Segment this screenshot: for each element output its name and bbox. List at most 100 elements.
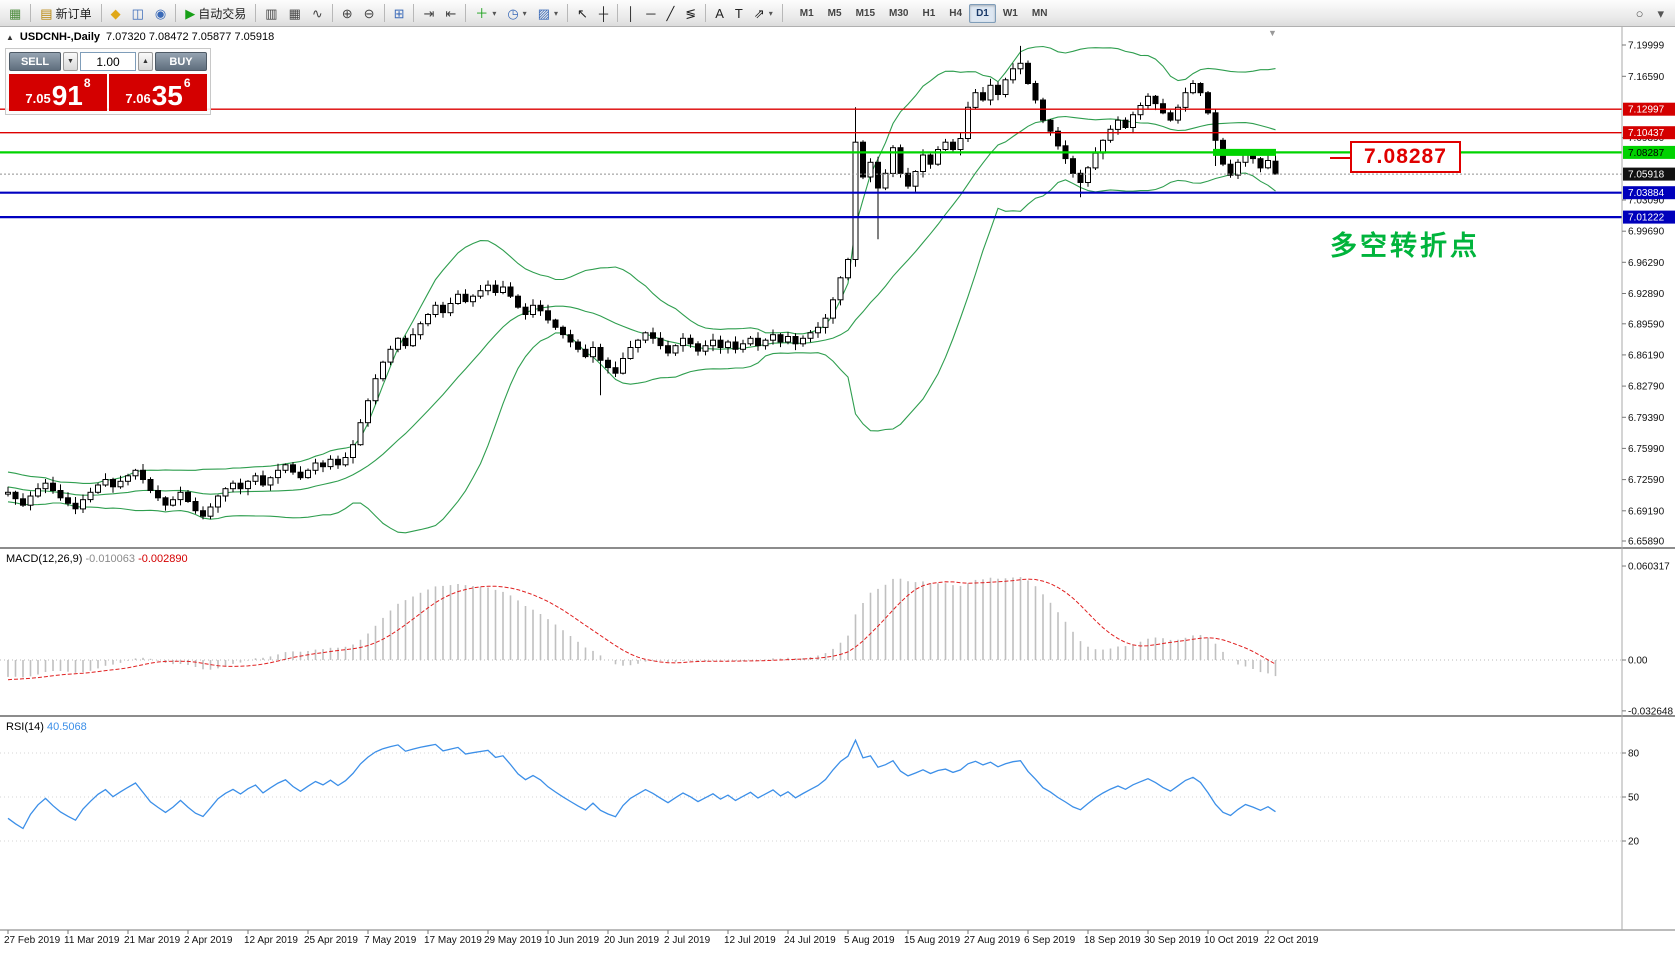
periods-caret-icon[interactable]: ▾ [522,8,527,18]
indicators-button[interactable]: ＋ ▾ [470,3,501,24]
autotrading-button[interactable]: ▶ 自动交易 [180,3,251,24]
svg-text:12 Apr 2019: 12 Apr 2019 [244,935,298,946]
trendline-button[interactable]: ╱ [661,3,679,24]
indicators-caret-icon[interactable]: ▾ [492,8,497,18]
volume-input[interactable] [80,52,136,71]
chart-shift-button[interactable]: ⇤ [440,3,461,24]
toolbar-separator [30,4,32,22]
buy-price-button[interactable]: 7.06 35 6 [109,74,207,111]
text-icon: A [715,5,724,21]
svg-text:6 Sep 2019: 6 Sep 2019 [1024,935,1076,946]
toolbar-separator [100,4,102,22]
timeframe-h1-button[interactable]: H1 [922,7,936,19]
candlestick-chart-type-button[interactable]: ▦ [284,3,306,24]
svg-text:10 Jun 2019: 10 Jun 2019 [544,935,599,946]
toolbar-separator [465,4,467,22]
periods-button[interactable]: ◷ ▾ [502,3,531,24]
timeframe-h4-button[interactable]: H4 [949,7,963,19]
horizontal-line-icon: ─ [646,5,656,21]
trendline-icon: ╱ [666,5,675,21]
symbol-ohlc: 7.07320 7.08472 7.05877 7.05918 [106,31,275,43]
vertical-line-icon: │ [627,5,636,21]
toolbar-separator [781,4,783,22]
templates-button[interactable]: ▨ ▾ [533,3,563,24]
turning-point-annotation[interactable]: 多空转折点 [1330,231,1480,261]
market-watch-icon: ◫ [131,5,144,21]
svg-text:0.00: 0.00 [1628,656,1648,667]
volume-down-button[interactable]: ▼ [63,52,78,71]
chart-canvas[interactable]: 7.199997.165907.098907.030906.996906.962… [0,27,1675,953]
cursor-button[interactable]: ↖ [572,3,593,24]
line-chart-type-icon: ∿ [311,5,323,21]
fibonacci-button[interactable]: ≶ [680,3,701,24]
templates-caret-icon[interactable]: ▾ [553,8,558,18]
svg-text:6.86190: 6.86190 [1628,350,1665,361]
tile-windows-button[interactable]: ⊞ [389,3,410,24]
svg-text:30 Sep 2019: 30 Sep 2019 [1144,935,1201,946]
new-chart-button[interactable]: ▦ [4,3,26,24]
timeframe-mn-button[interactable]: MN [1031,7,1048,19]
sell-button[interactable]: SELL [9,52,61,71]
price-callout-label[interactable]: 7.08287 [1350,141,1461,173]
autotrading-icon: ▶ [185,5,196,21]
zoom-in-button[interactable]: ⊕ [337,3,358,24]
text-button[interactable]: A [710,3,729,24]
candlestick-chart-type-icon: ▦ [288,5,301,21]
crosshair-button[interactable]: ┼ [594,3,613,24]
sell-price-sup: 8 [83,76,91,90]
svg-text:2 Jul 2019: 2 Jul 2019 [664,935,711,946]
timeframe-w1-button[interactable]: W1 [1002,7,1018,19]
timeframe-m30-button[interactable]: M30 [889,7,909,19]
text-label-button[interactable]: T [730,3,748,24]
bar-chart-type-icon: ▥ [265,5,278,21]
svg-text:6.89590: 6.89590 [1628,319,1665,330]
crosshair-icon: ┼ [598,5,609,21]
timeframe-m1-button[interactable]: M1 [799,7,814,19]
navigator-button[interactable]: ◉ [150,3,171,24]
line-chart-type-button[interactable]: ∿ [307,3,328,24]
search-icon-glyph: ○ [1635,5,1644,21]
market-watch-button[interactable]: ◫ [127,3,149,24]
bar-chart-type-button[interactable]: ▥ [260,3,282,24]
navigator-icon: ◉ [154,5,167,21]
sell-price-big: 91 [51,80,83,111]
svg-text:25 Apr 2019: 25 Apr 2019 [304,935,358,946]
svg-text:11 Mar 2019: 11 Mar 2019 [64,935,120,946]
svg-text:7.10437: 7.10437 [1628,128,1665,139]
buy-button[interactable]: BUY [155,52,207,71]
toolbar-separator [255,4,257,22]
autotrading-label: 自动交易 [198,6,247,21]
metaeditor-icon: ◆ [110,5,121,21]
arrows-button[interactable]: ⇗ ▾ [749,3,778,24]
vertical-line-button[interactable]: │ [622,3,640,24]
volume-up-button[interactable]: ▲ [138,52,153,71]
arrows-caret-icon[interactable]: ▾ [768,8,773,18]
toolbar-separator [175,4,177,22]
horizontal-line-button[interactable]: ─ [641,3,660,24]
new-order-icon: ▤ [40,5,53,21]
svg-text:5 Aug 2019: 5 Aug 2019 [844,935,895,946]
metaeditor-button[interactable]: ◆ [106,3,126,24]
toolbar-right: ○ ▾ [1631,3,1671,24]
search-icon[interactable]: ○ [1631,3,1649,24]
layouts-icon[interactable]: ▾ [1652,3,1669,24]
new-order-button[interactable]: ▤ 新订单 [35,3,96,24]
fibonacci-icon: ≶ [685,5,697,21]
toolbar-separator [567,4,568,22]
timeframe-m5-button[interactable]: M5 [827,7,842,19]
sell-price-small: 7.05 [25,91,51,106]
toolbar-separator [383,4,385,22]
chart-shift-icon: ⇤ [445,5,457,21]
zoom-in-icon: ⊕ [341,5,353,21]
chart-shift-marker[interactable]: ▼ [1268,28,1277,38]
timeframe-m15-button[interactable]: M15 [855,7,876,19]
timeframe-toolbar: M1 M5 M15 M30 H1 H4 D1 W1 MN [793,3,1055,23]
auto-scroll-button[interactable]: ⇥ [418,3,439,24]
svg-text:7 May 2019: 7 May 2019 [364,935,417,946]
timeframe-d1-button[interactable]: D1 [969,3,996,23]
sell-price-button[interactable]: 7.05 91 8 [9,74,107,111]
zoom-out-button[interactable]: ⊖ [359,3,380,24]
macd-value-main: -0.010063 [85,553,136,565]
svg-text:24 Jul 2019: 24 Jul 2019 [784,935,836,946]
svg-text:15 Aug 2019: 15 Aug 2019 [904,935,961,946]
